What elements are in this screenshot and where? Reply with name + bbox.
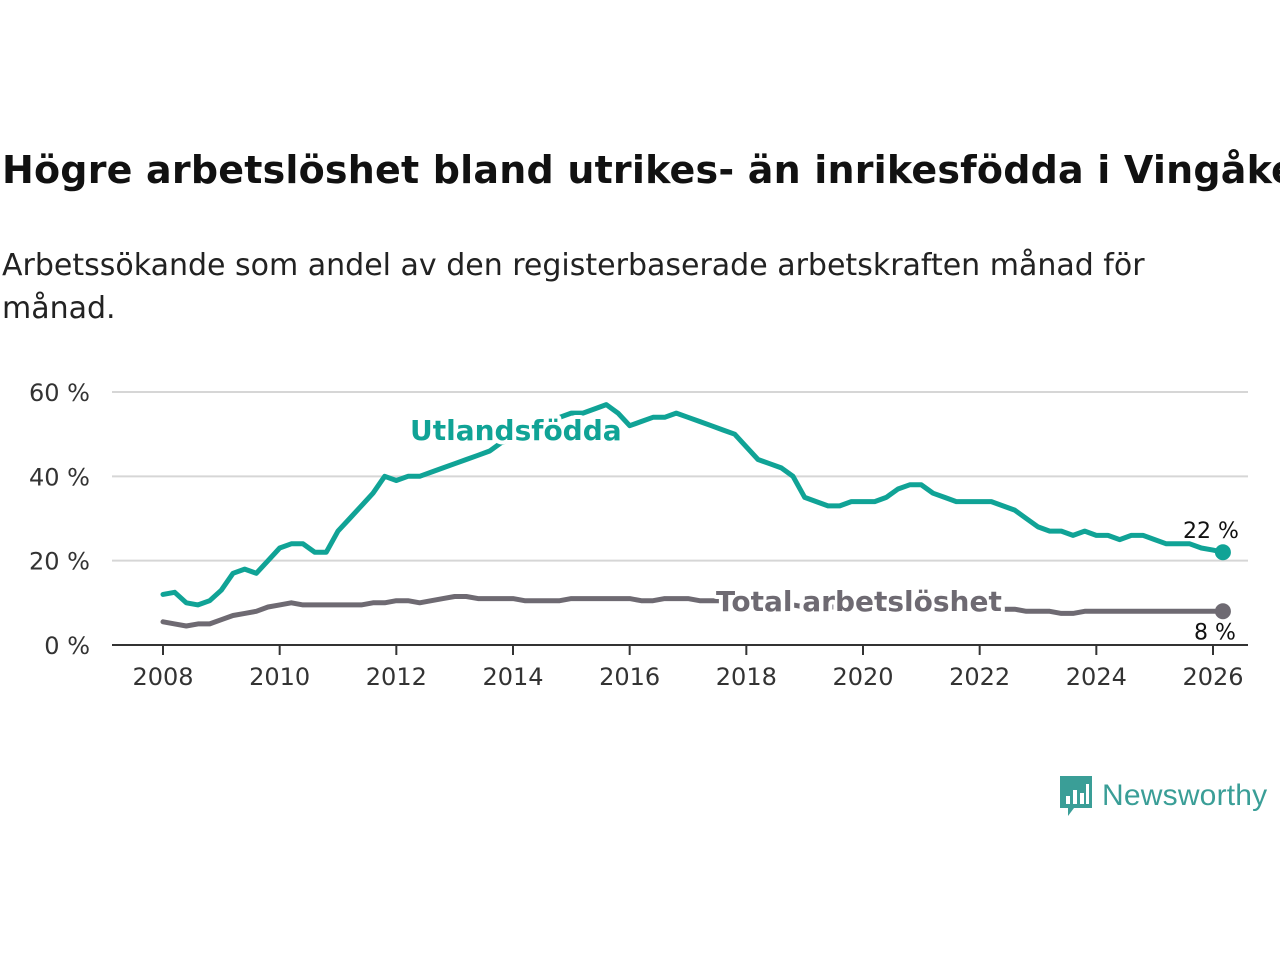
series — [160, 402, 1231, 629]
chart-subtitle: Arbetssökande som andel av den registerb… — [2, 248, 1145, 326]
x-tick-label: 2016 — [599, 663, 660, 691]
y-tick-label: 60 % — [29, 379, 90, 407]
x-tick-label: 2010 — [249, 663, 310, 691]
series-line-utlandsfodda — [160, 402, 1226, 608]
x-tick-label: 2024 — [1066, 663, 1127, 691]
x-tick-label: 2020 — [832, 663, 893, 691]
series-label-total-arbetsloshet: Total arbetslöshet — [716, 585, 1002, 618]
gridlines — [112, 391, 1248, 562]
y-tick-label: 40 % — [29, 463, 90, 491]
labels: Utlandsfödda Total arbetslöshet 22 % 8 % — [406, 410, 1239, 645]
end-point-utlandsfodda — [1214, 544, 1231, 561]
x-tick-label: 2018 — [716, 663, 777, 691]
axes: 0 % 20 % 40 % 60 % 2008 2010 2012 2014 2016 2018 2… — [29, 379, 1248, 691]
newsworthy-logo: Newsworthy — [1058, 774, 1267, 818]
logo-text: Newsworthy — [1102, 779, 1268, 812]
end-label-total-arbetsloshet: 8 % — [1194, 620, 1236, 645]
newsworthy-chart-icon — [1060, 776, 1092, 816]
y-tick-label: 0 % — [44, 632, 90, 660]
x-tick-label: 2014 — [482, 663, 543, 691]
series-label-utlandsfodda: Utlandsfödda — [410, 414, 622, 447]
end-label-utlandsfodda: 22 % — [1183, 519, 1239, 544]
series-line-total-arbetsloshet — [160, 594, 1226, 629]
x-tick-label: 2022 — [949, 663, 1010, 691]
x-tick-label: 2026 — [1182, 663, 1243, 691]
y-tick-label: 20 % — [29, 548, 90, 576]
chart-title: Högre arbetslöshet bland utrikes- än inr… — [2, 148, 1280, 192]
end-point-total-arbetsloshet — [1214, 603, 1231, 620]
x-tick-label: 2012 — [366, 663, 427, 691]
x-tick-label: 2008 — [132, 663, 193, 691]
